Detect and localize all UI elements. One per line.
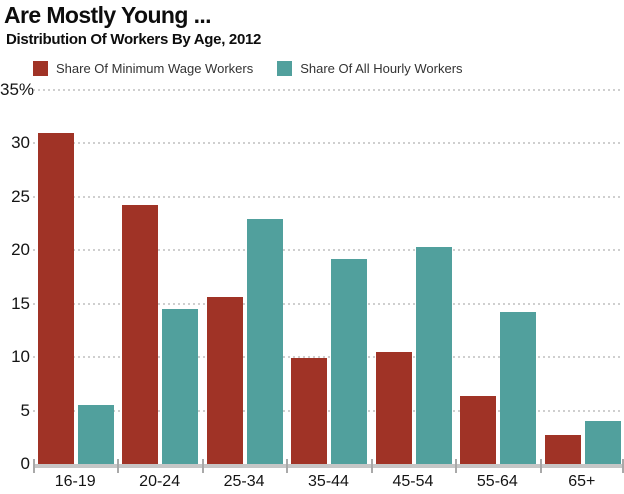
x-axis-tick-3 bbox=[286, 459, 289, 473]
gridline-35 bbox=[33, 89, 623, 91]
minimum-wage-swatch bbox=[33, 61, 48, 76]
bar-all-hourly-45-54 bbox=[415, 247, 452, 464]
x-axis-label-25-34: 25-34 bbox=[223, 473, 265, 490]
y-axis-label-20: 20 bbox=[11, 240, 30, 260]
legend-label-minimum-wage: Share Of Minimum Wage Workers bbox=[56, 61, 254, 76]
x-axis-label-45-54: 45-54 bbox=[392, 473, 434, 490]
bar-all-hourly-20-24 bbox=[162, 309, 199, 464]
bar-all-hourly-55-64 bbox=[500, 312, 537, 464]
chart-subtitle: Distribution Of Workers By Age, 2012 bbox=[6, 31, 262, 48]
y-axis-label-10: 10 bbox=[11, 347, 30, 367]
chart-title: Are Mostly Young ... bbox=[4, 2, 212, 28]
x-axis-tick-2 bbox=[201, 459, 204, 473]
x-axis-tick-4 bbox=[370, 459, 373, 473]
gridline-30 bbox=[33, 142, 623, 145]
x-axis-tick-6 bbox=[539, 459, 542, 473]
x-axis-tick-7 bbox=[622, 459, 624, 473]
legend-label-all-hourly: Share Of All Hourly Workers bbox=[300, 61, 463, 76]
bar-all-hourly-16-19 bbox=[78, 405, 114, 464]
bar-all-hourly-25-34 bbox=[246, 219, 283, 464]
x-axis-label-55-64: 55-64 bbox=[476, 473, 518, 490]
bar-minimum-wage-65+ bbox=[544, 435, 581, 464]
gridline-10 bbox=[33, 356, 623, 359]
bar-minimum-wage-55-64 bbox=[460, 395, 497, 464]
chart-legend: Share Of Minimum Wage Workers Share Of A… bbox=[33, 61, 487, 76]
bar-minimum-wage-45-54 bbox=[375, 351, 412, 464]
bar-all-hourly-35-44 bbox=[331, 258, 368, 464]
x-axis-label-65+: 65+ bbox=[568, 473, 596, 490]
y-axis-label-15: 15 bbox=[11, 293, 30, 313]
legend-item-minimum-wage: Share Of Minimum Wage Workers bbox=[33, 61, 253, 76]
all-hourly-swatch bbox=[277, 61, 293, 76]
y-axis-label-0: 0 bbox=[20, 454, 30, 473]
x-axis-line bbox=[33, 464, 624, 468]
bar-minimum-wage-25-34 bbox=[206, 297, 243, 464]
gridline-20 bbox=[33, 249, 623, 252]
y-axis-label-35: 35% bbox=[0, 80, 35, 99]
x-axis-label-20-24: 20-24 bbox=[139, 473, 181, 490]
y-axis-label-5: 5 bbox=[20, 400, 30, 420]
gridline-15 bbox=[33, 302, 623, 305]
x-axis-tick-1 bbox=[117, 459, 120, 473]
bar-minimum-wage-35-44 bbox=[291, 358, 328, 464]
x-axis-label-16-19: 16-19 bbox=[54, 473, 96, 490]
x-axis-tick-5 bbox=[455, 459, 458, 473]
bar-minimum-wage-16-19 bbox=[38, 132, 74, 464]
y-axis-label-25: 25 bbox=[11, 186, 30, 206]
x-axis-tick-0 bbox=[33, 459, 35, 473]
gridline-5 bbox=[33, 409, 623, 412]
x-axis-label-35-44: 35-44 bbox=[308, 473, 349, 490]
bar-minimum-wage-20-24 bbox=[122, 205, 159, 464]
gridline-25 bbox=[33, 195, 623, 198]
bar-all-hourly-65+ bbox=[584, 421, 621, 464]
legend-item-all-hourly: Share Of All Hourly Workers bbox=[277, 61, 463, 76]
y-axis-label-30: 30 bbox=[11, 133, 30, 153]
